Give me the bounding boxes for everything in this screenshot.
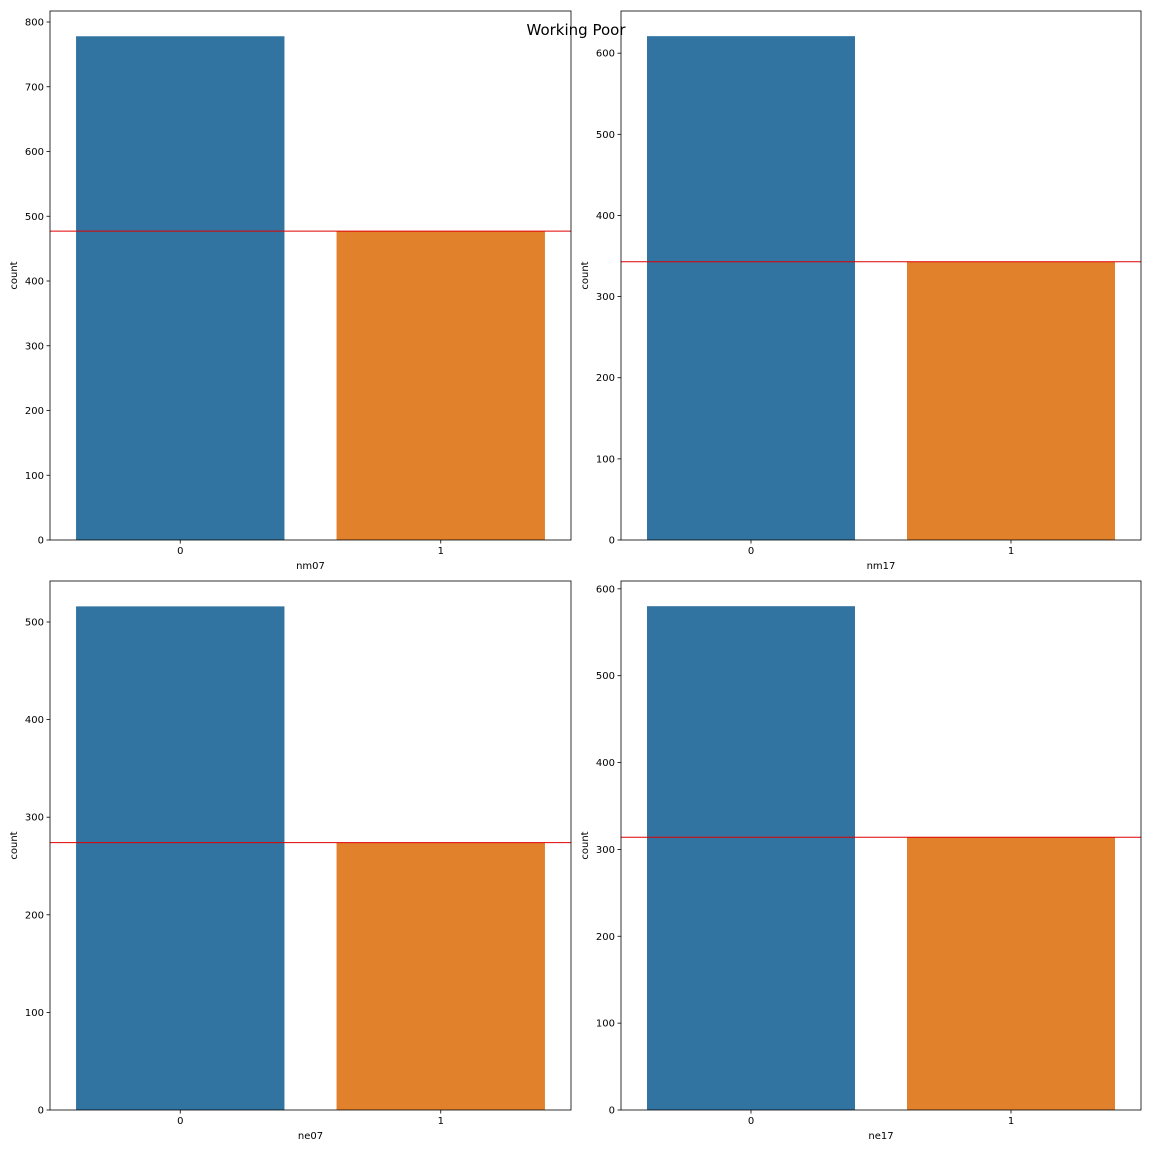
y-axis-label: count [9, 831, 20, 859]
y-tick-label: 600 [596, 584, 615, 595]
y-tick-label: 400 [25, 277, 44, 288]
bar-1 [336, 231, 545, 540]
subplot-bottom-left: 0 100 200 300 400 500 0 1 ne07 count [9, 580, 572, 1142]
y-tick-label: 300 [25, 813, 44, 824]
x-tick-label: 1 [1008, 546, 1014, 557]
y-tick-label: 500 [25, 212, 44, 223]
axes-frame [49, 580, 572, 1111]
y-tick-label: 100 [25, 1008, 44, 1019]
y-tick-label: 0 [38, 1106, 44, 1117]
subplot-bottom-right: 0 100 200 300 400 500 600 0 1 ne17 count [580, 580, 1142, 1142]
y-tick-label: 0 [38, 536, 44, 547]
axes-frame [620, 580, 1142, 1111]
x-axis-label: nm07 [296, 561, 325, 572]
x-tick-label: 0 [748, 546, 754, 557]
axes-frame [620, 10, 1142, 541]
y-axis-label: count [580, 831, 591, 859]
x-tick-label: 1 [438, 1116, 444, 1127]
y-tick-label: 600 [25, 147, 44, 158]
y-tick-label: 200 [25, 406, 44, 417]
x-axis-label: ne17 [868, 1131, 893, 1142]
x-tick-label: 1 [1008, 1116, 1014, 1127]
bar-0 [76, 36, 285, 541]
y-tick-label: 800 [25, 18, 44, 29]
y-tick-label: 300 [596, 845, 615, 856]
x-axis-label: ne07 [298, 1131, 323, 1142]
bar-1 [907, 837, 1115, 1110]
bar-0 [76, 606, 285, 1110]
y-tick-label: 600 [596, 49, 615, 60]
y-tick-label: 100 [596, 454, 615, 465]
y-tick-label: 400 [596, 211, 615, 222]
y-tick-label: 400 [25, 715, 44, 726]
y-tick-label: 200 [25, 910, 44, 921]
bar-1 [336, 842, 545, 1110]
axes-frame [49, 10, 572, 541]
y-axis-label: count [580, 261, 591, 289]
y-tick-label: 300 [596, 292, 615, 303]
y-tick-label: 100 [596, 1019, 615, 1030]
x-tick-label: 0 [177, 1116, 183, 1127]
y-tick-label: 700 [25, 82, 44, 93]
bar-0 [647, 36, 855, 540]
subplot-top-right: 0 100 200 300 400 500 600 0 1 nm17 count [580, 10, 1142, 572]
y-tick-label: 100 [25, 471, 44, 482]
x-tick-label: 0 [748, 1116, 754, 1127]
y-tick-label: 500 [25, 617, 44, 628]
y-tick-label: 200 [596, 932, 615, 943]
y-axis-label: count [9, 261, 20, 289]
y-tick-label: 400 [596, 758, 615, 769]
y-tick-label: 0 [609, 536, 615, 547]
figure-title: Working Poor [527, 21, 627, 39]
y-tick-label: 500 [596, 130, 615, 141]
y-tick-label: 200 [596, 373, 615, 384]
bar-0 [647, 606, 855, 1110]
y-tick-label: 500 [596, 671, 615, 682]
subplot-top-left: 0 100 200 300 400 500 600 700 800 0 1 nm07 count [9, 10, 572, 572]
bar-1 [907, 261, 1115, 540]
y-tick-label: 0 [609, 1106, 615, 1117]
x-tick-label: 1 [438, 546, 444, 557]
y-tick-label: 300 [25, 341, 44, 352]
x-axis-label: nm17 [867, 561, 896, 572]
x-tick-label: 0 [177, 546, 183, 557]
